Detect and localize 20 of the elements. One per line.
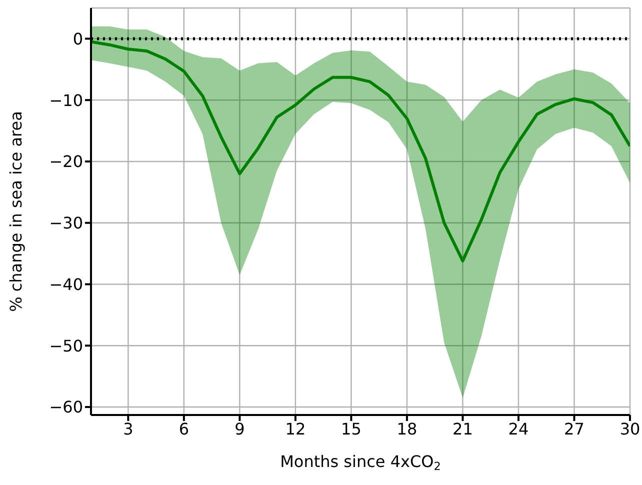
- x-tick-label: 9: [234, 419, 245, 438]
- y-tick-label: −60: [49, 398, 83, 417]
- y-tick-label: −30: [49, 214, 83, 233]
- x-tick-label: 27: [564, 419, 584, 438]
- y-tick-label: 0: [72, 29, 83, 48]
- x-tick-label: 24: [508, 419, 529, 438]
- x-tick-label: 30: [620, 419, 640, 438]
- y-tick-label: −10: [49, 90, 83, 110]
- line-series: [91, 40, 630, 262]
- x-tick-label: 15: [341, 419, 362, 438]
- y-axis-title: % change in sea ice area: [6, 111, 26, 312]
- x-tick-label: 6: [178, 419, 190, 438]
- x-axis-title: Months since 4xCO$_{2}$: [280, 452, 441, 473]
- x-tick-label: 3: [123, 419, 134, 438]
- y-tick-label: −40: [49, 274, 83, 294]
- y-tick-label: −50: [49, 336, 83, 356]
- x-tick-label: 18: [396, 419, 418, 438]
- x-tick-label: 21: [452, 419, 473, 438]
- x-tick-label: 12: [285, 419, 306, 438]
- y-tick-label: −20: [49, 152, 83, 172]
